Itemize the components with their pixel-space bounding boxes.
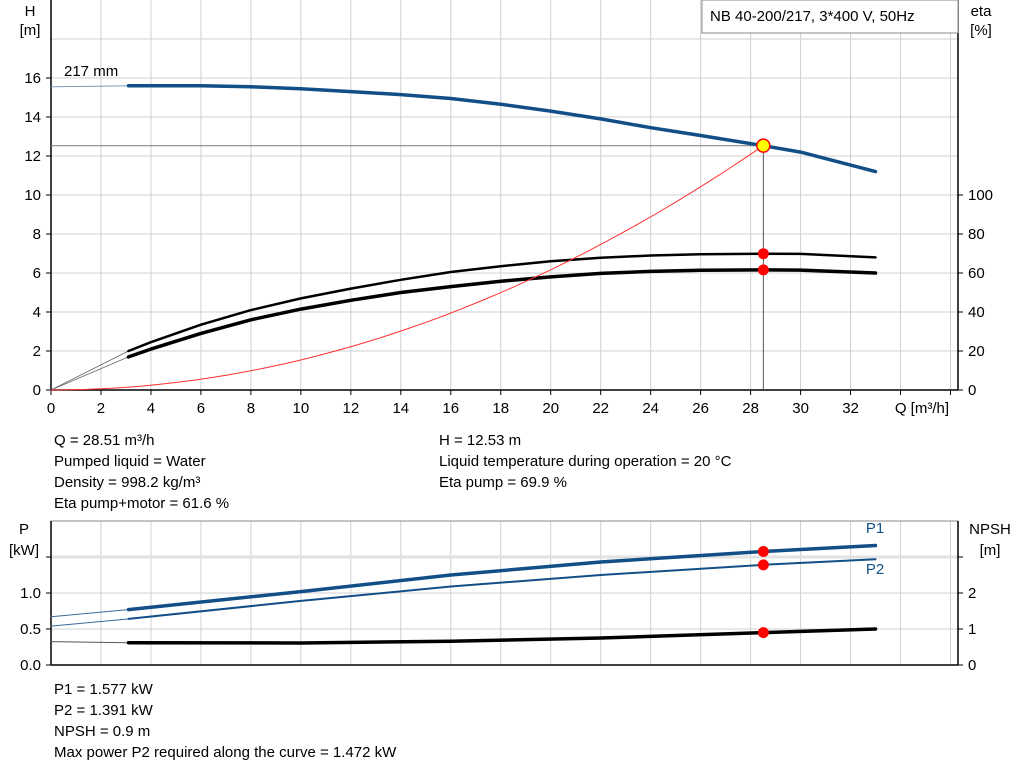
- info-liquid: Pumped liquid = Water: [54, 453, 206, 470]
- eta_pump_motor-curve: [126, 268, 878, 359]
- y2-tick-label: 60: [968, 265, 985, 282]
- npsh-extrapolated: [50, 641, 129, 644]
- p1-marker: [757, 545, 769, 557]
- info-p2: P2 = 1.391 kW: [54, 702, 153, 719]
- y-tick-label: 14: [24, 109, 41, 126]
- info-npsh: NPSH = 0.9 m: [54, 723, 151, 740]
- npsh-tick-label: 2: [968, 585, 976, 602]
- x-tick-label: 6: [197, 400, 205, 417]
- curve-label: 217 mm: [64, 63, 118, 80]
- y2-tick-label: 100: [968, 187, 993, 204]
- info-bottom: P1 = 1.577 kW P2 = 1.391 kW NPSH = 0.9 m…: [54, 679, 396, 763]
- eta-pump-marker: [757, 248, 769, 260]
- chart-title: NB 40-200/217, 3*400 V, 50Hz: [710, 8, 915, 25]
- info-eta-pump: Eta pump = 69.9 %: [439, 474, 567, 491]
- x-tick-label: 0: [47, 400, 55, 417]
- y-tick-label: 10: [24, 187, 41, 204]
- y2-tick-label: 0: [968, 382, 976, 399]
- y-tick-label: 16: [24, 70, 41, 87]
- p-axis-label: P: [19, 521, 29, 538]
- x-tick-label: 12: [342, 400, 359, 417]
- y2-tick-label: 80: [968, 226, 985, 243]
- y-tick-label: 8: [33, 226, 41, 243]
- info-h: H = 12.53 m: [439, 432, 522, 449]
- y-tick-label: 2: [33, 343, 41, 360]
- x-tick-label: 24: [642, 400, 659, 417]
- npsh-marker: [757, 627, 769, 639]
- y-tick-label: 6: [33, 265, 41, 282]
- npsh-axis-unit: [m]: [980, 542, 1001, 559]
- x-tick-label: 10: [293, 400, 310, 417]
- x-tick-label: 30: [792, 400, 809, 417]
- p-tick-label: 1.0: [20, 585, 41, 602]
- eta_pump_motor-extrapolated: [50, 356, 129, 391]
- p2-marker: [757, 559, 769, 571]
- x-tick-label: 16: [442, 400, 459, 417]
- info-temperature: Liquid temperature during operation = 20…: [439, 453, 732, 470]
- info-max-p2: Max power P2 required along the curve = …: [54, 744, 397, 761]
- y-tick-label: 12: [24, 148, 41, 165]
- x-tick-label: 18: [492, 400, 509, 417]
- p1-label: P1: [866, 520, 884, 537]
- x-tick-label: 14: [392, 400, 409, 417]
- y2-axis-unit: [%]: [970, 22, 992, 39]
- info-top-left: Q = 28.51 m³/h Pumped liquid = Water Den…: [54, 430, 229, 514]
- head-curve: [126, 84, 878, 174]
- x-tick-label: 2: [97, 400, 105, 417]
- duty-point-marker: [756, 138, 771, 153]
- y-axis-unit: [m]: [20, 22, 41, 39]
- x-tick-label: 22: [592, 400, 609, 417]
- p-tick-label: 0.0: [20, 657, 41, 674]
- y-tick-label: 4: [33, 304, 41, 321]
- x-tick-label: 8: [247, 400, 255, 417]
- x-axis-label: Q [m³/h]: [895, 400, 949, 417]
- info-density: Density = 998.2 kg/m³: [54, 474, 201, 491]
- p2-curve: [127, 558, 877, 620]
- eta_pump-curve: [127, 252, 877, 353]
- y-tick-label: 0: [33, 382, 41, 399]
- npsh-tick-label: 0: [968, 657, 976, 674]
- y2-tick-label: 20: [968, 343, 985, 360]
- eta_pump-extrapolated: [50, 350, 129, 391]
- x-tick-label: 20: [542, 400, 559, 417]
- x-tick-label: 4: [147, 400, 155, 417]
- p2-extrapolated: [50, 618, 129, 627]
- npsh-axis-label: NPSH: [969, 521, 1011, 538]
- npsh-tick-label: 1: [968, 621, 976, 638]
- p2-label: P2: [866, 561, 884, 578]
- y2-tick-label: 40: [968, 304, 985, 321]
- title-box: [701, 0, 959, 34]
- eta-pump-motor-marker: [757, 264, 769, 276]
- x-tick-label: 26: [692, 400, 709, 417]
- npsh-curve: [126, 627, 878, 645]
- p1-curve: [126, 543, 878, 612]
- x-tick-label: 32: [842, 400, 859, 417]
- info-eta-pump-motor: Eta pump+motor = 61.6 %: [54, 495, 230, 512]
- info-q: Q = 28.51 m³/h: [54, 432, 155, 449]
- info-p1: P1 = 1.577 kW: [54, 681, 153, 698]
- y-axis-label: H: [25, 3, 36, 20]
- system-curve: [50, 145, 764, 391]
- x-tick-label: 28: [742, 400, 759, 417]
- info-top-right: H = 12.53 m Liquid temperature during op…: [439, 430, 731, 493]
- head-extrapolated: [50, 85, 129, 88]
- p1-extrapolated: [50, 609, 129, 618]
- y2-axis-label: eta: [971, 3, 993, 20]
- p-tick-label: 0.5: [20, 621, 41, 638]
- p-axis-unit: [kW]: [9, 542, 39, 559]
